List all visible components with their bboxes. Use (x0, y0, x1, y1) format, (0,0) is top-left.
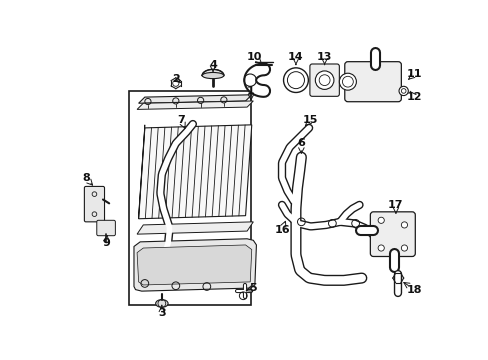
FancyBboxPatch shape (344, 62, 401, 102)
Bar (129, 91, 250, 305)
Polygon shape (138, 125, 144, 219)
Text: 11: 11 (406, 69, 422, 79)
Text: 3: 3 (158, 308, 165, 318)
Text: 18: 18 (406, 285, 422, 294)
Circle shape (398, 86, 407, 95)
FancyBboxPatch shape (84, 186, 104, 222)
FancyBboxPatch shape (97, 220, 115, 236)
Text: 1: 1 (246, 86, 254, 96)
Polygon shape (138, 125, 251, 219)
Polygon shape (137, 101, 253, 109)
FancyBboxPatch shape (369, 212, 414, 256)
Text: 5: 5 (249, 283, 257, 293)
Polygon shape (137, 222, 253, 234)
Ellipse shape (202, 72, 224, 78)
Circle shape (401, 245, 407, 251)
Circle shape (283, 68, 308, 93)
Text: 13: 13 (316, 52, 332, 62)
Text: 10: 10 (246, 52, 262, 62)
Text: 14: 14 (287, 52, 303, 62)
FancyBboxPatch shape (309, 64, 339, 96)
Circle shape (377, 245, 384, 251)
Polygon shape (138, 95, 251, 103)
Text: 2: 2 (172, 73, 179, 84)
Ellipse shape (155, 300, 168, 307)
Text: 16: 16 (274, 225, 289, 235)
Text: 15: 15 (303, 115, 318, 125)
Polygon shape (134, 239, 256, 291)
Text: 6: 6 (297, 138, 305, 148)
Circle shape (339, 73, 356, 90)
Circle shape (377, 217, 384, 223)
Polygon shape (202, 69, 224, 76)
Text: 12: 12 (406, 92, 422, 102)
Circle shape (401, 222, 407, 228)
Circle shape (315, 71, 333, 89)
Polygon shape (137, 245, 251, 285)
Text: 4: 4 (209, 60, 217, 70)
Text: 8: 8 (82, 173, 90, 183)
Text: 17: 17 (387, 200, 403, 210)
Text: 9: 9 (102, 238, 110, 248)
Text: 7: 7 (177, 115, 185, 125)
